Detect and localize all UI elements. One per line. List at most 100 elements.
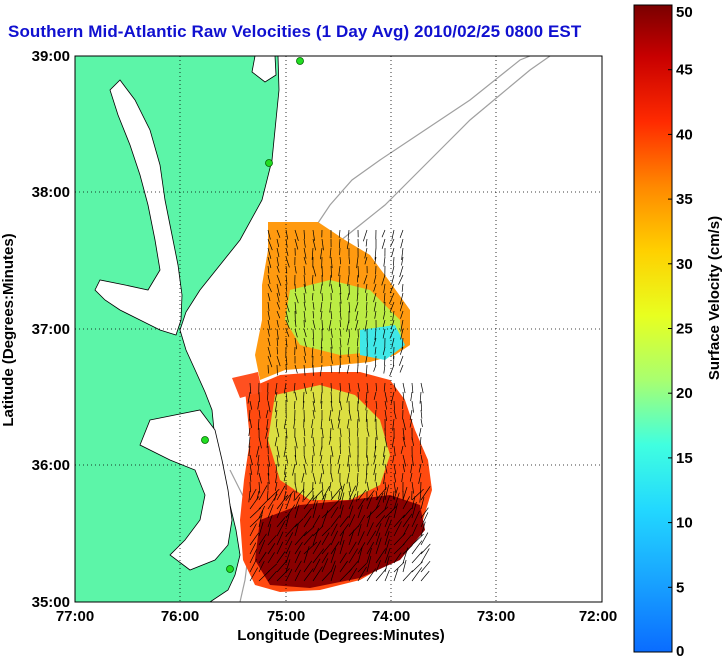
velocity-vector xyxy=(357,566,367,582)
velocity-vector xyxy=(373,391,377,400)
velocity-vector xyxy=(420,409,423,419)
velocity-vector xyxy=(347,229,350,240)
velocity-vector xyxy=(420,400,423,411)
velocity-vector xyxy=(267,493,278,510)
velocity-vector xyxy=(294,497,301,510)
velocity-vector xyxy=(339,382,341,393)
velocity-vector xyxy=(402,559,407,573)
velocity-vector xyxy=(392,310,395,321)
velocity-vector xyxy=(310,382,314,392)
y-tick-label: 37:00 xyxy=(32,321,70,338)
velocity-vector xyxy=(330,560,336,573)
velocity-vector xyxy=(420,521,426,537)
velocity-vector xyxy=(285,301,290,313)
velocity-vector xyxy=(357,504,363,519)
velocity-vector xyxy=(365,364,368,377)
velocity-vector xyxy=(276,310,281,319)
velocity-vector xyxy=(402,496,411,510)
colorbar-tick-label: 30 xyxy=(676,256,693,273)
x-tick-label: 76:00 xyxy=(161,608,199,625)
plot-frame xyxy=(74,55,603,603)
velocity-vector xyxy=(276,301,281,310)
colorbar-tick-label: 25 xyxy=(676,321,693,338)
velocity-vector xyxy=(365,301,368,311)
velocity-vector xyxy=(258,436,262,449)
velocity-vector xyxy=(357,498,366,510)
velocity-vector xyxy=(393,568,399,582)
velocity-vector xyxy=(267,301,270,312)
velocity-vector xyxy=(348,567,358,582)
velocity-vector xyxy=(393,533,406,546)
velocity-vector xyxy=(383,256,386,267)
x-axis: 77:00 76:00 75:00 74:00 73:00 72:00 Long… xyxy=(56,608,617,644)
velocity-vector xyxy=(393,514,405,528)
velocity-cape-patch xyxy=(232,372,262,398)
velocity-vector xyxy=(312,489,323,501)
velocity-vector xyxy=(303,283,307,294)
velocity-vector xyxy=(339,283,342,295)
velocity-vector xyxy=(320,400,323,410)
y-tick-label: 36:00 xyxy=(32,457,70,474)
velocity-vector xyxy=(402,418,406,431)
velocity-vector xyxy=(303,355,307,363)
velocity-vector xyxy=(391,247,395,257)
velocity-vector xyxy=(365,400,368,411)
velocity-vector xyxy=(330,418,334,430)
velocity-vector xyxy=(420,512,429,528)
velocity-vector xyxy=(365,238,368,247)
velocity-vector xyxy=(258,539,266,555)
velocity-vector xyxy=(409,418,413,428)
velocity-vector xyxy=(275,418,278,428)
velocity-vector xyxy=(348,427,350,438)
velocity-vector xyxy=(320,391,323,404)
velocity-vector xyxy=(321,552,329,564)
radar-stations xyxy=(201,57,304,573)
y-tick-label: 39:00 xyxy=(32,48,70,65)
velocity-vector xyxy=(267,292,271,302)
velocity-vector xyxy=(285,427,288,439)
velocity-vector xyxy=(411,496,416,510)
velocity-vector xyxy=(312,391,316,404)
velocity-vector xyxy=(375,560,381,573)
velocity-vector xyxy=(409,409,413,421)
velocity-vector xyxy=(338,265,341,277)
velocity-vector xyxy=(302,400,305,410)
velocity-vector xyxy=(366,454,369,466)
velocity-vector xyxy=(267,514,273,528)
velocity-vector xyxy=(266,418,269,430)
y-tick-label: 38:00 xyxy=(32,184,70,201)
velocity-vector xyxy=(285,490,295,501)
velocity-vector xyxy=(303,310,306,323)
velocity-vector xyxy=(393,409,397,420)
velocity-vector xyxy=(420,560,431,573)
velocity-vector xyxy=(393,543,405,555)
velocity-vector xyxy=(249,558,258,573)
velocity-vector xyxy=(393,445,396,456)
velocity-vector xyxy=(339,560,348,573)
velocity-vector xyxy=(285,292,289,300)
velocity-vector xyxy=(375,481,379,491)
velocity-vector xyxy=(384,409,388,421)
velocity-vector xyxy=(267,229,271,240)
velocity-vector xyxy=(348,256,351,265)
velocity-vector xyxy=(285,523,298,537)
velocity-vector xyxy=(276,319,279,328)
velocity-vector xyxy=(303,463,307,475)
velocity-vector xyxy=(366,427,370,437)
velocity-vector xyxy=(420,532,429,546)
velocity-vector xyxy=(330,355,333,364)
velocity-vector xyxy=(393,355,395,366)
velocity-vector xyxy=(258,570,271,582)
velocity-vector xyxy=(391,274,395,284)
velocity-vector xyxy=(248,436,251,448)
velocity-vector xyxy=(293,400,296,410)
velocity-vector xyxy=(419,436,422,446)
velocity-vector xyxy=(312,527,319,546)
velocity-vector xyxy=(384,519,392,537)
velocity-vector xyxy=(312,283,315,292)
velocity-vector xyxy=(265,409,269,419)
velocity-vector xyxy=(312,501,318,519)
velocity-vector xyxy=(312,472,317,485)
velocity-vector xyxy=(321,510,329,528)
velocity-vector xyxy=(402,534,412,546)
